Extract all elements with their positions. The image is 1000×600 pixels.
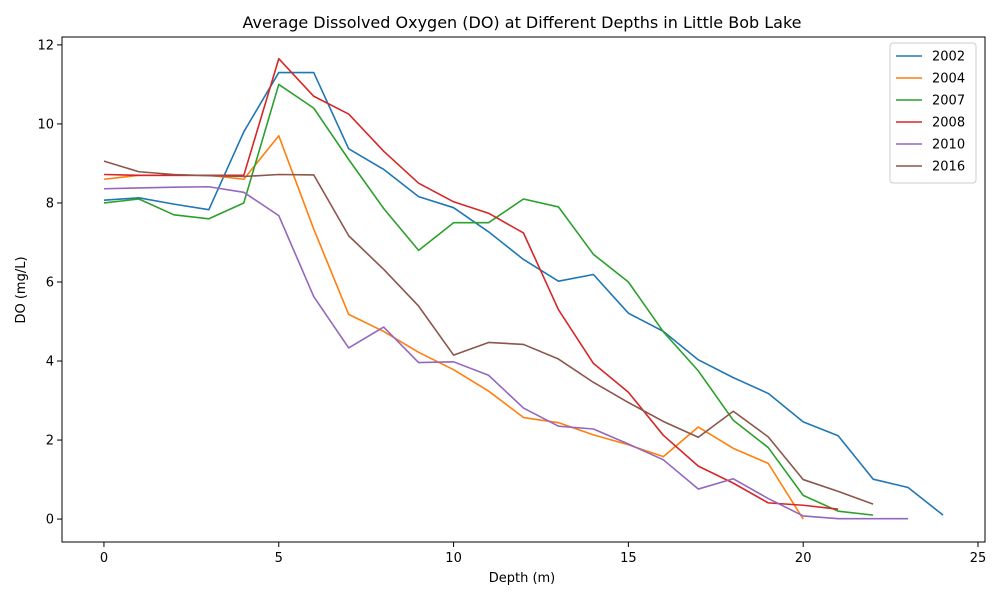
- y-tick-label: 10: [37, 117, 54, 132]
- y-axis-label: DO (mg/L): [14, 256, 29, 323]
- x-tick-label: 25: [970, 551, 987, 566]
- series-line-2007: [103, 83, 874, 516]
- plot-area: 0 5 10 15 20 25 0 2 4 6 8 10 12: [37, 36, 987, 566]
- y-tick-label: 4: [46, 355, 54, 370]
- x-tick-label: 0: [100, 551, 108, 566]
- series-line-2002: [103, 71, 944, 516]
- legend-label-2002: 2002: [932, 50, 965, 65]
- legend-label-2010: 2010: [932, 138, 965, 153]
- y-tick-label: 12: [37, 38, 54, 53]
- legend-label-2008: 2008: [932, 116, 965, 131]
- y-tick-label: 6: [46, 275, 54, 290]
- series-line-2016: [103, 160, 874, 505]
- x-tick-label: 10: [445, 551, 462, 566]
- x-tick-label: 20: [795, 551, 812, 566]
- chart-title: Average Dissolved Oxygen (DO) at Differe…: [243, 13, 802, 32]
- x-tick-label: 15: [620, 551, 637, 566]
- x-axis-label: Depth (m): [489, 571, 556, 586]
- x-tick-label: 5: [275, 551, 283, 566]
- y-tick-label: 8: [46, 196, 54, 211]
- legend-label-2007: 2007: [932, 94, 965, 109]
- series-line-2010: [103, 185, 909, 520]
- axes-frame: [61, 36, 986, 543]
- legend-label-2016: 2016: [932, 160, 965, 175]
- legend: 2002 2004 2007 2008 2010 2016: [889, 42, 977, 184]
- legend-label-2004: 2004: [932, 72, 965, 87]
- y-tick-label: 0: [46, 513, 54, 528]
- y-tick-label: 2: [46, 434, 54, 449]
